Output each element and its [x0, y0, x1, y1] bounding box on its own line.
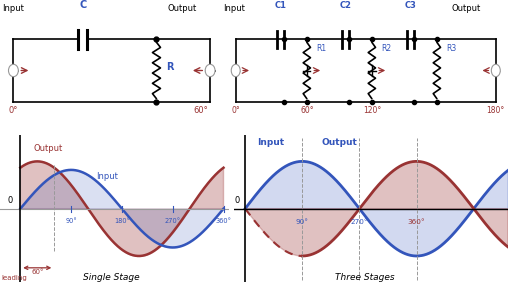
- Circle shape: [231, 64, 240, 77]
- Text: 180°: 180°: [487, 106, 505, 115]
- Text: 0: 0: [8, 196, 13, 205]
- Text: 60°: 60°: [31, 269, 44, 275]
- Circle shape: [491, 64, 500, 77]
- Text: Output: Output: [34, 144, 63, 153]
- Text: Output: Output: [168, 4, 197, 13]
- Text: Single Stage: Single Stage: [83, 273, 140, 282]
- Text: R: R: [166, 63, 174, 72]
- Text: 0°: 0°: [231, 106, 240, 115]
- Text: 0°: 0°: [9, 106, 18, 115]
- Text: R1: R1: [316, 44, 326, 53]
- Text: 270°: 270°: [351, 219, 368, 225]
- Text: 90°: 90°: [296, 219, 309, 225]
- Text: 0: 0: [234, 196, 239, 205]
- Text: 360°: 360°: [408, 219, 425, 225]
- Text: 90°: 90°: [65, 218, 77, 224]
- Text: 60°: 60°: [300, 106, 313, 115]
- Text: Three Stages: Three Stages: [335, 273, 395, 282]
- Text: C3: C3: [404, 1, 417, 10]
- Circle shape: [9, 64, 18, 77]
- Text: 60°: 60°: [194, 106, 209, 115]
- Text: 270°: 270°: [165, 218, 181, 224]
- Text: Input: Input: [2, 4, 24, 13]
- Text: Output: Output: [322, 138, 357, 147]
- Circle shape: [205, 64, 215, 77]
- Text: leading: leading: [1, 275, 27, 281]
- Text: Input: Input: [257, 138, 284, 147]
- Text: Input: Input: [96, 172, 118, 181]
- Text: 180°: 180°: [114, 218, 130, 224]
- Text: C1: C1: [274, 1, 287, 10]
- Text: Input: Input: [224, 4, 245, 13]
- Text: 360°: 360°: [215, 218, 232, 224]
- Text: R3: R3: [446, 44, 456, 53]
- Text: C: C: [79, 1, 86, 10]
- Text: 120°: 120°: [363, 106, 381, 115]
- Text: R2: R2: [381, 44, 391, 53]
- Text: C2: C2: [339, 1, 352, 10]
- Text: Output: Output: [451, 4, 481, 13]
